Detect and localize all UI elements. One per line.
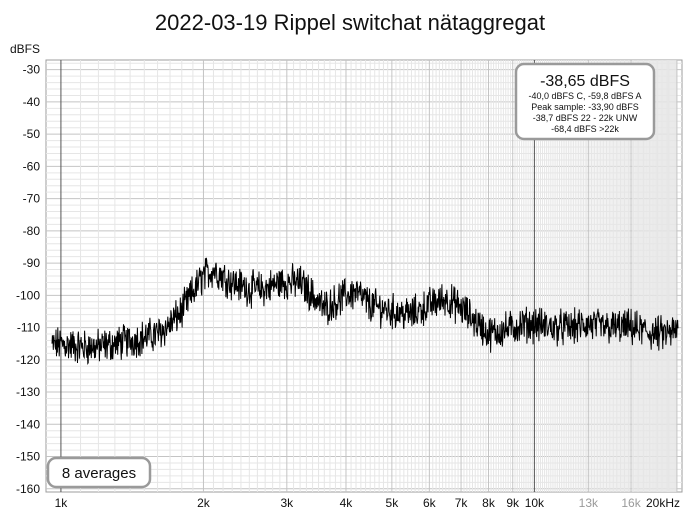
- y-tick-label: -70: [23, 192, 41, 206]
- averages-badge: 8 averages: [46, 456, 152, 489]
- x-tick-label: 5k: [386, 496, 400, 510]
- y-tick-label: -140: [16, 417, 40, 431]
- x-tick-label: 7k: [455, 496, 469, 510]
- x-tick-label: 20kHz: [646, 496, 680, 510]
- info-line-2: Peak sample: -33,90 dBFS: [531, 102, 639, 112]
- series-line: [51, 257, 679, 365]
- x-tick-label: 9k: [506, 496, 520, 510]
- info-headline: -38,65 dBFS: [540, 73, 630, 90]
- x-tick-label: 10k: [525, 496, 545, 510]
- x-tick-label: 13k: [579, 496, 599, 510]
- x-axis-ticks: 1k 2k 3k 4k 5k 6k 7k 8k 9k 10k 13k 16k 20kHz: [55, 496, 680, 510]
- y-tick-label: -120: [16, 353, 40, 367]
- x-tick-label: 2k: [197, 496, 211, 510]
- y-tick-label: -110: [17, 321, 40, 335]
- averages-label: 8 averages: [62, 465, 136, 482]
- y-axis-label: dBFS: [10, 42, 40, 56]
- x-tick-label: 16k: [621, 496, 641, 510]
- x-tick-label: 4k: [340, 496, 354, 510]
- series-layer: [51, 257, 679, 365]
- y-tick-label: -30: [23, 63, 41, 77]
- info-line-3: -38,7 dBFS 22 - 22k UNW: [533, 113, 638, 123]
- info-line-4: -68,4 dBFS >22k: [551, 124, 619, 134]
- y-tick-label: -60: [23, 159, 41, 173]
- chart-title: 2022-03-19 Rippel switchat nätaggregat: [155, 10, 545, 35]
- y-tick-label: -160: [16, 482, 40, 496]
- y-tick-label: -40: [23, 95, 41, 109]
- y-tick-label: -50: [23, 127, 41, 141]
- y-tick-label: -130: [16, 385, 40, 399]
- y-tick-label: -100: [16, 288, 40, 302]
- x-tick-label: 6k: [423, 496, 437, 510]
- x-tick-label: 3k: [280, 496, 294, 510]
- y-tick-label: -90: [23, 256, 41, 270]
- y-tick-label: -80: [23, 224, 41, 238]
- x-tick-label: 1k: [55, 496, 69, 510]
- info-line-1: -40,0 dBFS C, -59,8 dBFS A: [528, 91, 641, 101]
- measurement-info-box: -38,65 dBFS -40,0 dBFS C, -59,8 dBFS A P…: [514, 62, 656, 141]
- y-tick-label: -150: [16, 450, 40, 464]
- y-axis-ticks: -30 -40 -50 -60 -70 -80 -90 -100 -110 -120 -130 -14…: [16, 63, 40, 496]
- x-tick-label: 8k: [482, 496, 496, 510]
